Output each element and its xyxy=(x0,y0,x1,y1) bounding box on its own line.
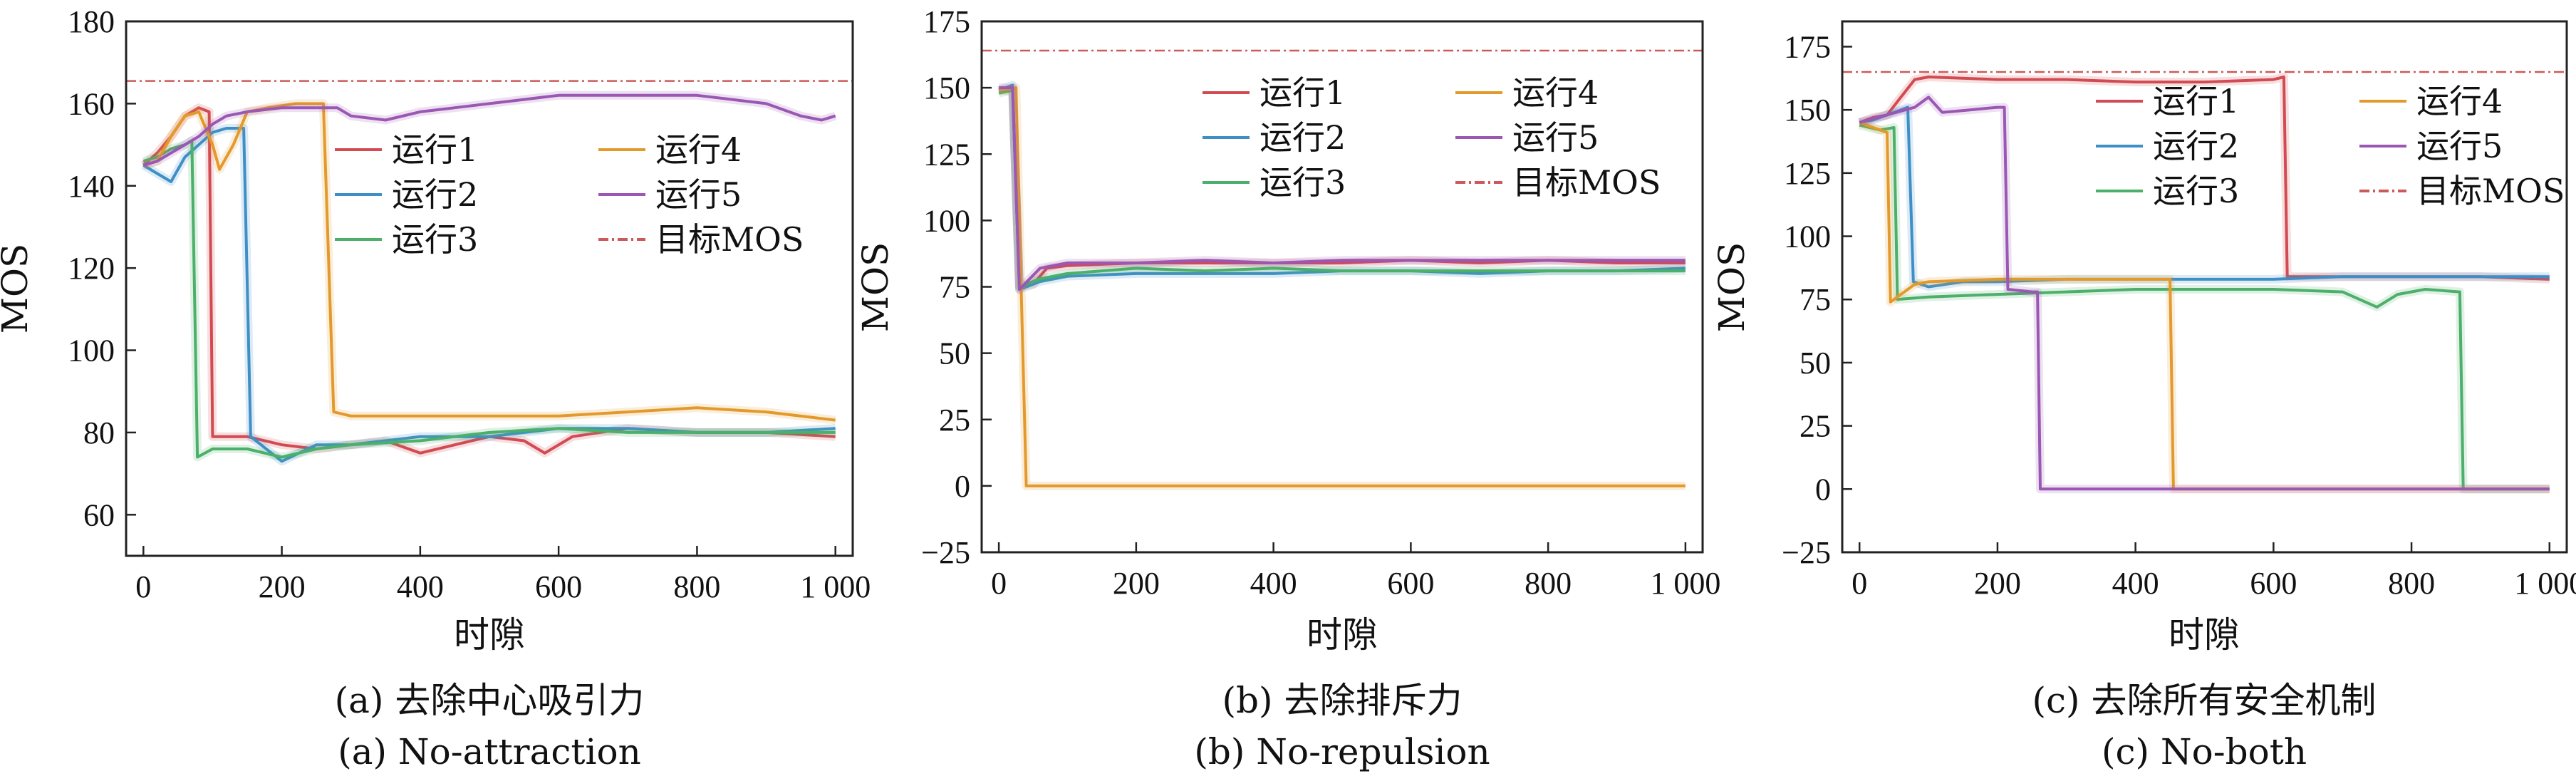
legend-label: 运行4 xyxy=(2416,82,2503,120)
panel-b-caption-en: (b) No-repulsion xyxy=(1194,731,1490,772)
panel-c-y-tick-label: 125 xyxy=(1784,156,1831,191)
panel-a-plot-lines xyxy=(126,80,853,466)
panel-c-y-tick-label: 0 xyxy=(1815,472,1831,507)
panel-b-y-tick-label: 25 xyxy=(939,403,970,438)
panel-c-y-tick-label: 25 xyxy=(1799,409,1831,444)
panel-c-legend: 运行1 运行4 运行2 运行5 运行3 目标MOS xyxy=(2096,82,2565,210)
panel-a-y-tick-label: 80 xyxy=(83,415,115,450)
panel-c-x-tick-label: 400 xyxy=(2112,566,2159,601)
panel-c-caption-en: (c) No-both xyxy=(2102,731,2307,772)
panel-c-y-tick-label: 50 xyxy=(1799,346,1831,381)
panel-a-plot-frame xyxy=(125,20,854,557)
panel-c-series-run-5-line xyxy=(1859,95,2550,491)
panel-b-y-tick-label: 100 xyxy=(923,203,970,238)
panel-b-y-tick-label: 175 xyxy=(923,4,970,39)
panel-b-x-tick-label: 400 xyxy=(1250,566,1297,601)
panel-b-y-tick-label: 50 xyxy=(939,336,970,371)
panel-a-y-tick-label: 120 xyxy=(68,251,115,286)
panel-c-x-tick-label: 1 000 xyxy=(2514,566,2576,601)
panel-b-series-run-5-line xyxy=(999,86,1686,291)
legend-label: 运行2 xyxy=(1260,118,1346,157)
panel-a-x-tick-label: 600 xyxy=(535,569,582,604)
panel-a-x-tick-label: 200 xyxy=(259,569,306,604)
panel-b-x-tick-label: 0 xyxy=(991,566,1007,601)
panel-a-series-run-4-line xyxy=(142,102,836,422)
panel-b-legend: 运行1 运行4 运行2 运行5 运行3 目标MOS xyxy=(1203,73,1661,202)
panel-c-caption-zh: (c) 去除所有安全机制 xyxy=(2032,680,2377,721)
panel-a-x-tick-label: 0 xyxy=(135,569,151,604)
panel-c-y-tick-label: 150 xyxy=(1784,93,1831,128)
panel-c-x-tick-label: 200 xyxy=(1974,566,2021,601)
panel-c-y-tick-label: 100 xyxy=(1784,219,1831,254)
panel-c: MOS 时隙 (c) 去除所有安全机制 (c) No-both 0 200 400 6… xyxy=(1711,20,2576,772)
panel-b-y-axis-label: MOS xyxy=(855,242,896,332)
panel-c-x-tick-label: 800 xyxy=(2388,566,2435,601)
panel-b-x-axis-label: 时隙 xyxy=(1307,614,1378,656)
panel-a-x-tick-label: 1 000 xyxy=(800,569,871,604)
panel-b-y-tick-label: −25 xyxy=(921,535,970,570)
panel-b-x-tick-label: 800 xyxy=(1525,566,1572,601)
legend-label: 运行2 xyxy=(392,175,478,214)
panel-b-y-tick-label: 150 xyxy=(923,71,970,105)
legend-label: 运行4 xyxy=(1512,73,1599,112)
panel-b: MOS 时隙 (b) 去除排斥力 (b) No-repulsion 0 200 40… xyxy=(855,4,1720,772)
legend-label: 运行3 xyxy=(1260,163,1346,202)
panel-a-series-run-2-line xyxy=(142,127,836,463)
panel-b-x-tick-label: 600 xyxy=(1387,566,1434,601)
panel-a: MOS 时隙 (a) 去除中心吸引力 (a) No-attraction 0 20… xyxy=(0,4,871,772)
panel-c-y-axis-label: MOS xyxy=(1711,242,1752,332)
legend-label: 运行5 xyxy=(655,175,742,214)
panel-c-x-tick-label: 600 xyxy=(2250,566,2297,601)
legend-label: 运行5 xyxy=(1512,118,1599,157)
panel-b-plot-lines xyxy=(982,49,1703,490)
panel-b-y-tick-label: 75 xyxy=(939,270,970,305)
panel-b-series-run-4-line xyxy=(998,86,1686,487)
panel-a-caption-en: (a) No-attraction xyxy=(338,731,641,772)
panel-a-caption-zh: (a) 去除中心吸引力 xyxy=(335,680,645,721)
panel-c-y-tick-label: −25 xyxy=(1782,535,1831,570)
panel-c-series-run-3-line xyxy=(1859,123,2550,491)
panel-c-y-tick-label: 175 xyxy=(1784,29,1831,64)
panel-c-x-axis-label: 时隙 xyxy=(2169,614,2240,656)
legend-label: 目标MOS xyxy=(2416,172,2565,210)
panel-a-y-axis-label: MOS xyxy=(0,244,36,333)
legend-label: 目标MOS xyxy=(1512,163,1661,202)
panel-c-y-tick-label: 75 xyxy=(1799,282,1831,317)
panel-a-y-tick-label: 100 xyxy=(68,333,115,368)
legend-label: 目标MOS xyxy=(655,220,804,259)
panel-b-y-tick-label: 125 xyxy=(923,137,970,172)
panel-c-plot-frame xyxy=(1841,20,2568,554)
legend-label: 运行2 xyxy=(2153,127,2239,165)
panel-a-y-tick-label: 140 xyxy=(68,169,115,204)
panel-c-plot-lines xyxy=(1842,71,2567,494)
panel-b-x-tick-label: 200 xyxy=(1113,566,1160,601)
legend-label: 运行1 xyxy=(2153,82,2239,120)
panel-b-caption-zh: (b) 去除排斥力 xyxy=(1222,680,1463,721)
legend-label: 运行4 xyxy=(655,130,742,169)
legend-label: 运行3 xyxy=(2153,172,2239,210)
panel-b-x-tick-label: 1 000 xyxy=(1650,566,1720,601)
legend-label: 运行3 xyxy=(392,220,478,259)
legend-label: 运行1 xyxy=(1260,73,1346,112)
panel-a-y-tick-label: 180 xyxy=(68,4,115,39)
panel-a-y-tick-label: 60 xyxy=(83,497,115,532)
legend-label: 运行1 xyxy=(392,130,478,169)
panel-c-x-tick-label: 0 xyxy=(1852,566,1867,601)
panel-a-series-run-5-line xyxy=(142,93,836,167)
panel-a-x-tick-label: 800 xyxy=(673,569,720,604)
panel-a-y-tick-label: 160 xyxy=(68,86,115,121)
panel-b-y-tick-label: 0 xyxy=(955,469,970,504)
legend-label: 运行5 xyxy=(2416,127,2503,165)
panel-a-x-tick-label: 400 xyxy=(397,569,444,604)
panel-a-legend: 运行1 运行4 运行2 运行5 运行3 目标MOS xyxy=(335,130,804,259)
panel-a-x-axis-label: 时隙 xyxy=(454,614,525,656)
